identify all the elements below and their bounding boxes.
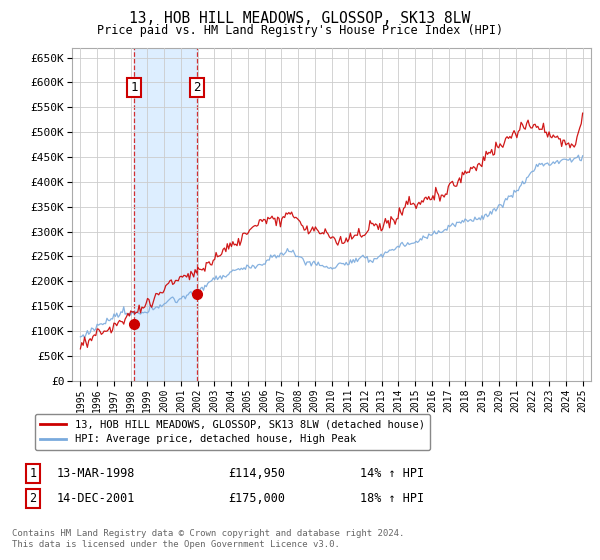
Text: 14-DEC-2001: 14-DEC-2001	[57, 492, 136, 505]
Text: Contains HM Land Registry data © Crown copyright and database right 2024.
This d: Contains HM Land Registry data © Crown c…	[12, 529, 404, 549]
Text: 1: 1	[130, 81, 137, 94]
Legend: 13, HOB HILL MEADOWS, GLOSSOP, SK13 8LW (detached house), HPI: Average price, de: 13, HOB HILL MEADOWS, GLOSSOP, SK13 8LW …	[35, 414, 430, 450]
Text: 13-MAR-1998: 13-MAR-1998	[57, 466, 136, 480]
Text: 14% ↑ HPI: 14% ↑ HPI	[360, 466, 424, 480]
Text: £175,000: £175,000	[228, 492, 285, 505]
Text: 2: 2	[29, 492, 37, 505]
Text: Price paid vs. HM Land Registry's House Price Index (HPI): Price paid vs. HM Land Registry's House …	[97, 24, 503, 36]
Text: 18% ↑ HPI: 18% ↑ HPI	[360, 492, 424, 505]
Bar	[134, 48, 197, 381]
Text: 1: 1	[29, 466, 37, 480]
Text: 13, HOB HILL MEADOWS, GLOSSOP, SK13 8LW: 13, HOB HILL MEADOWS, GLOSSOP, SK13 8LW	[130, 11, 470, 26]
Text: £114,950: £114,950	[228, 466, 285, 480]
Text: 2: 2	[193, 81, 200, 94]
